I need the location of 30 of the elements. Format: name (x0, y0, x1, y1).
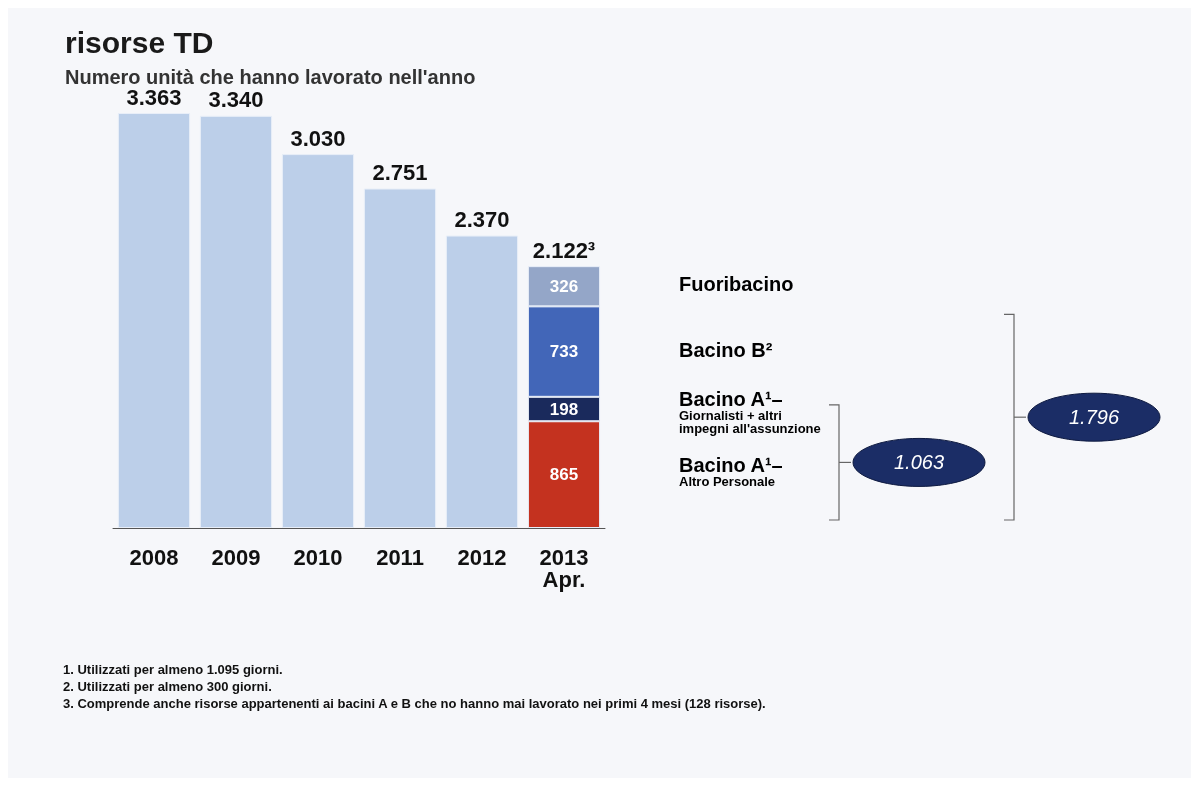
bar (199, 115, 273, 528)
text: Fuoribacino (679, 273, 794, 296)
x-tick-label: 2012 (457, 544, 507, 570)
x-tick-label: 2008 (129, 544, 179, 570)
text: 1. Utilizzati per almeno 1.095 giorni. (63, 662, 283, 677)
bar (281, 154, 355, 528)
text: 1.063 (893, 451, 945, 474)
text: Bacino B² (679, 338, 773, 361)
x-tick-label: 2009 (211, 544, 261, 570)
x-tick-label: 2011 (376, 544, 424, 570)
x-tick-label: 2013 Apr. (539, 544, 589, 592)
data-label: 865 (549, 465, 579, 485)
data-label: 2.370 (454, 207, 510, 233)
text: 1.796 (1068, 406, 1120, 429)
x-tick-label: 2010 (293, 544, 343, 570)
chart-title: risorse TD (65, 25, 214, 59)
text: Bacino A¹– Altro Personale (679, 453, 783, 489)
bar (363, 188, 437, 528)
data-label: 2.751 (372, 160, 428, 186)
data-label: 733 (549, 342, 579, 362)
data-label: 326 (549, 276, 579, 296)
bar (445, 235, 519, 528)
data-label: 3.340 (208, 87, 264, 113)
data-label: 198 (549, 399, 579, 419)
text: 2. Utilizzati per almeno 300 giorni. (63, 679, 272, 694)
data-label: 3.030 (290, 125, 346, 151)
text: 3. Comprende anche risorse appartenenti ai bacini A e B che no hanno mai lavorato nei primi 4 mesi (128 risorse). (63, 696, 766, 711)
total-label: 2.122³ (532, 237, 596, 263)
text: Bacino A¹– Giornalisti + altri impegni all'assunzione (679, 388, 821, 437)
bar (117, 113, 191, 528)
